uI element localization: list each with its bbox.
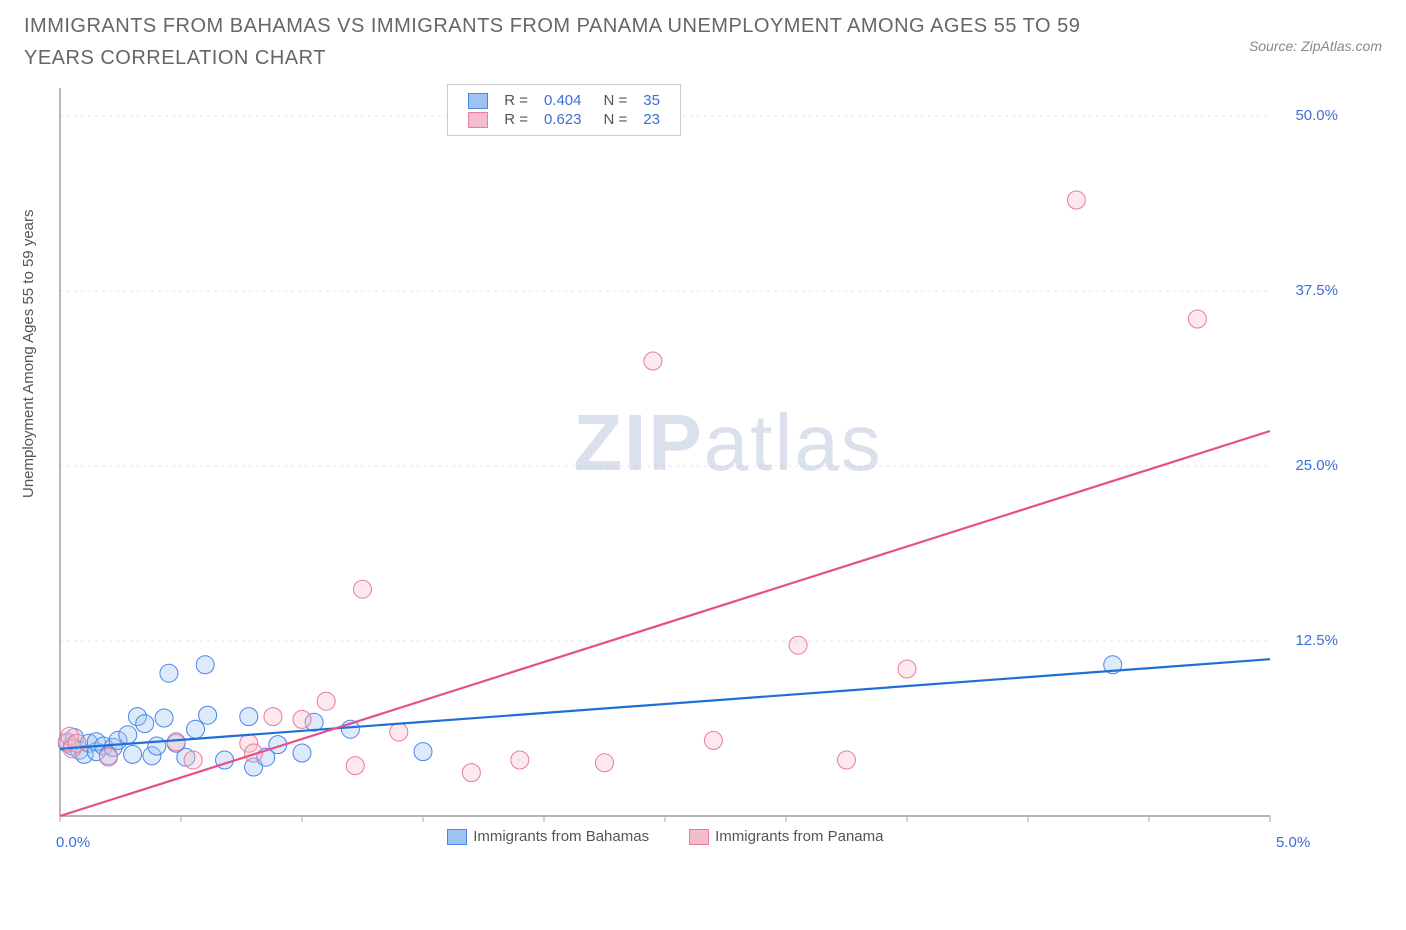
y-tick-label: 25.0% <box>1278 457 1338 474</box>
y-tick-label: 37.5% <box>1278 282 1338 299</box>
data-point <box>704 731 722 749</box>
stats-legend: R =0.404N =35R =0.623N =23 <box>447 84 681 136</box>
data-point <box>68 734 86 752</box>
x-tick-label: 0.0% <box>56 834 90 851</box>
data-point <box>167 733 185 751</box>
data-point <box>838 751 856 769</box>
data-point <box>160 664 178 682</box>
series-legend: Immigrants from BahamasImmigrants from P… <box>447 828 923 845</box>
data-point <box>644 352 662 370</box>
data-point <box>155 709 173 727</box>
trend-line <box>60 431 1270 816</box>
y-axis-label: Unemployment Among Ages 55 to 59 years <box>20 209 37 498</box>
data-point <box>1188 310 1206 328</box>
data-point <box>898 660 916 678</box>
chart-area: Unemployment Among Ages 55 to 59 years Z… <box>50 78 1406 838</box>
data-point <box>596 754 614 772</box>
chart-title: IMMIGRANTS FROM BAHAMAS VS IMMIGRANTS FR… <box>24 10 1124 74</box>
data-point <box>789 636 807 654</box>
data-point <box>317 692 335 710</box>
source-label: Source: ZipAtlas.com <box>1249 38 1382 54</box>
data-point <box>264 708 282 726</box>
data-point <box>462 764 480 782</box>
data-point <box>136 715 154 733</box>
data-point <box>148 737 166 755</box>
y-tick-label: 12.5% <box>1278 632 1338 649</box>
data-point <box>414 743 432 761</box>
data-point <box>196 656 214 674</box>
data-point <box>240 708 258 726</box>
data-point <box>390 723 408 741</box>
scatter-plot <box>50 78 1340 838</box>
data-point <box>99 748 117 766</box>
y-tick-label: 50.0% <box>1278 107 1338 124</box>
data-point <box>184 751 202 769</box>
data-point <box>293 744 311 762</box>
data-point <box>119 726 137 744</box>
data-point <box>199 706 217 724</box>
data-point <box>511 751 529 769</box>
data-point <box>354 580 372 598</box>
data-point <box>124 745 142 763</box>
data-point <box>187 720 205 738</box>
data-point <box>293 710 311 728</box>
x-tick-label: 5.0% <box>1276 834 1310 851</box>
data-point <box>346 757 364 775</box>
data-point <box>1067 191 1085 209</box>
trend-line <box>60 659 1270 749</box>
